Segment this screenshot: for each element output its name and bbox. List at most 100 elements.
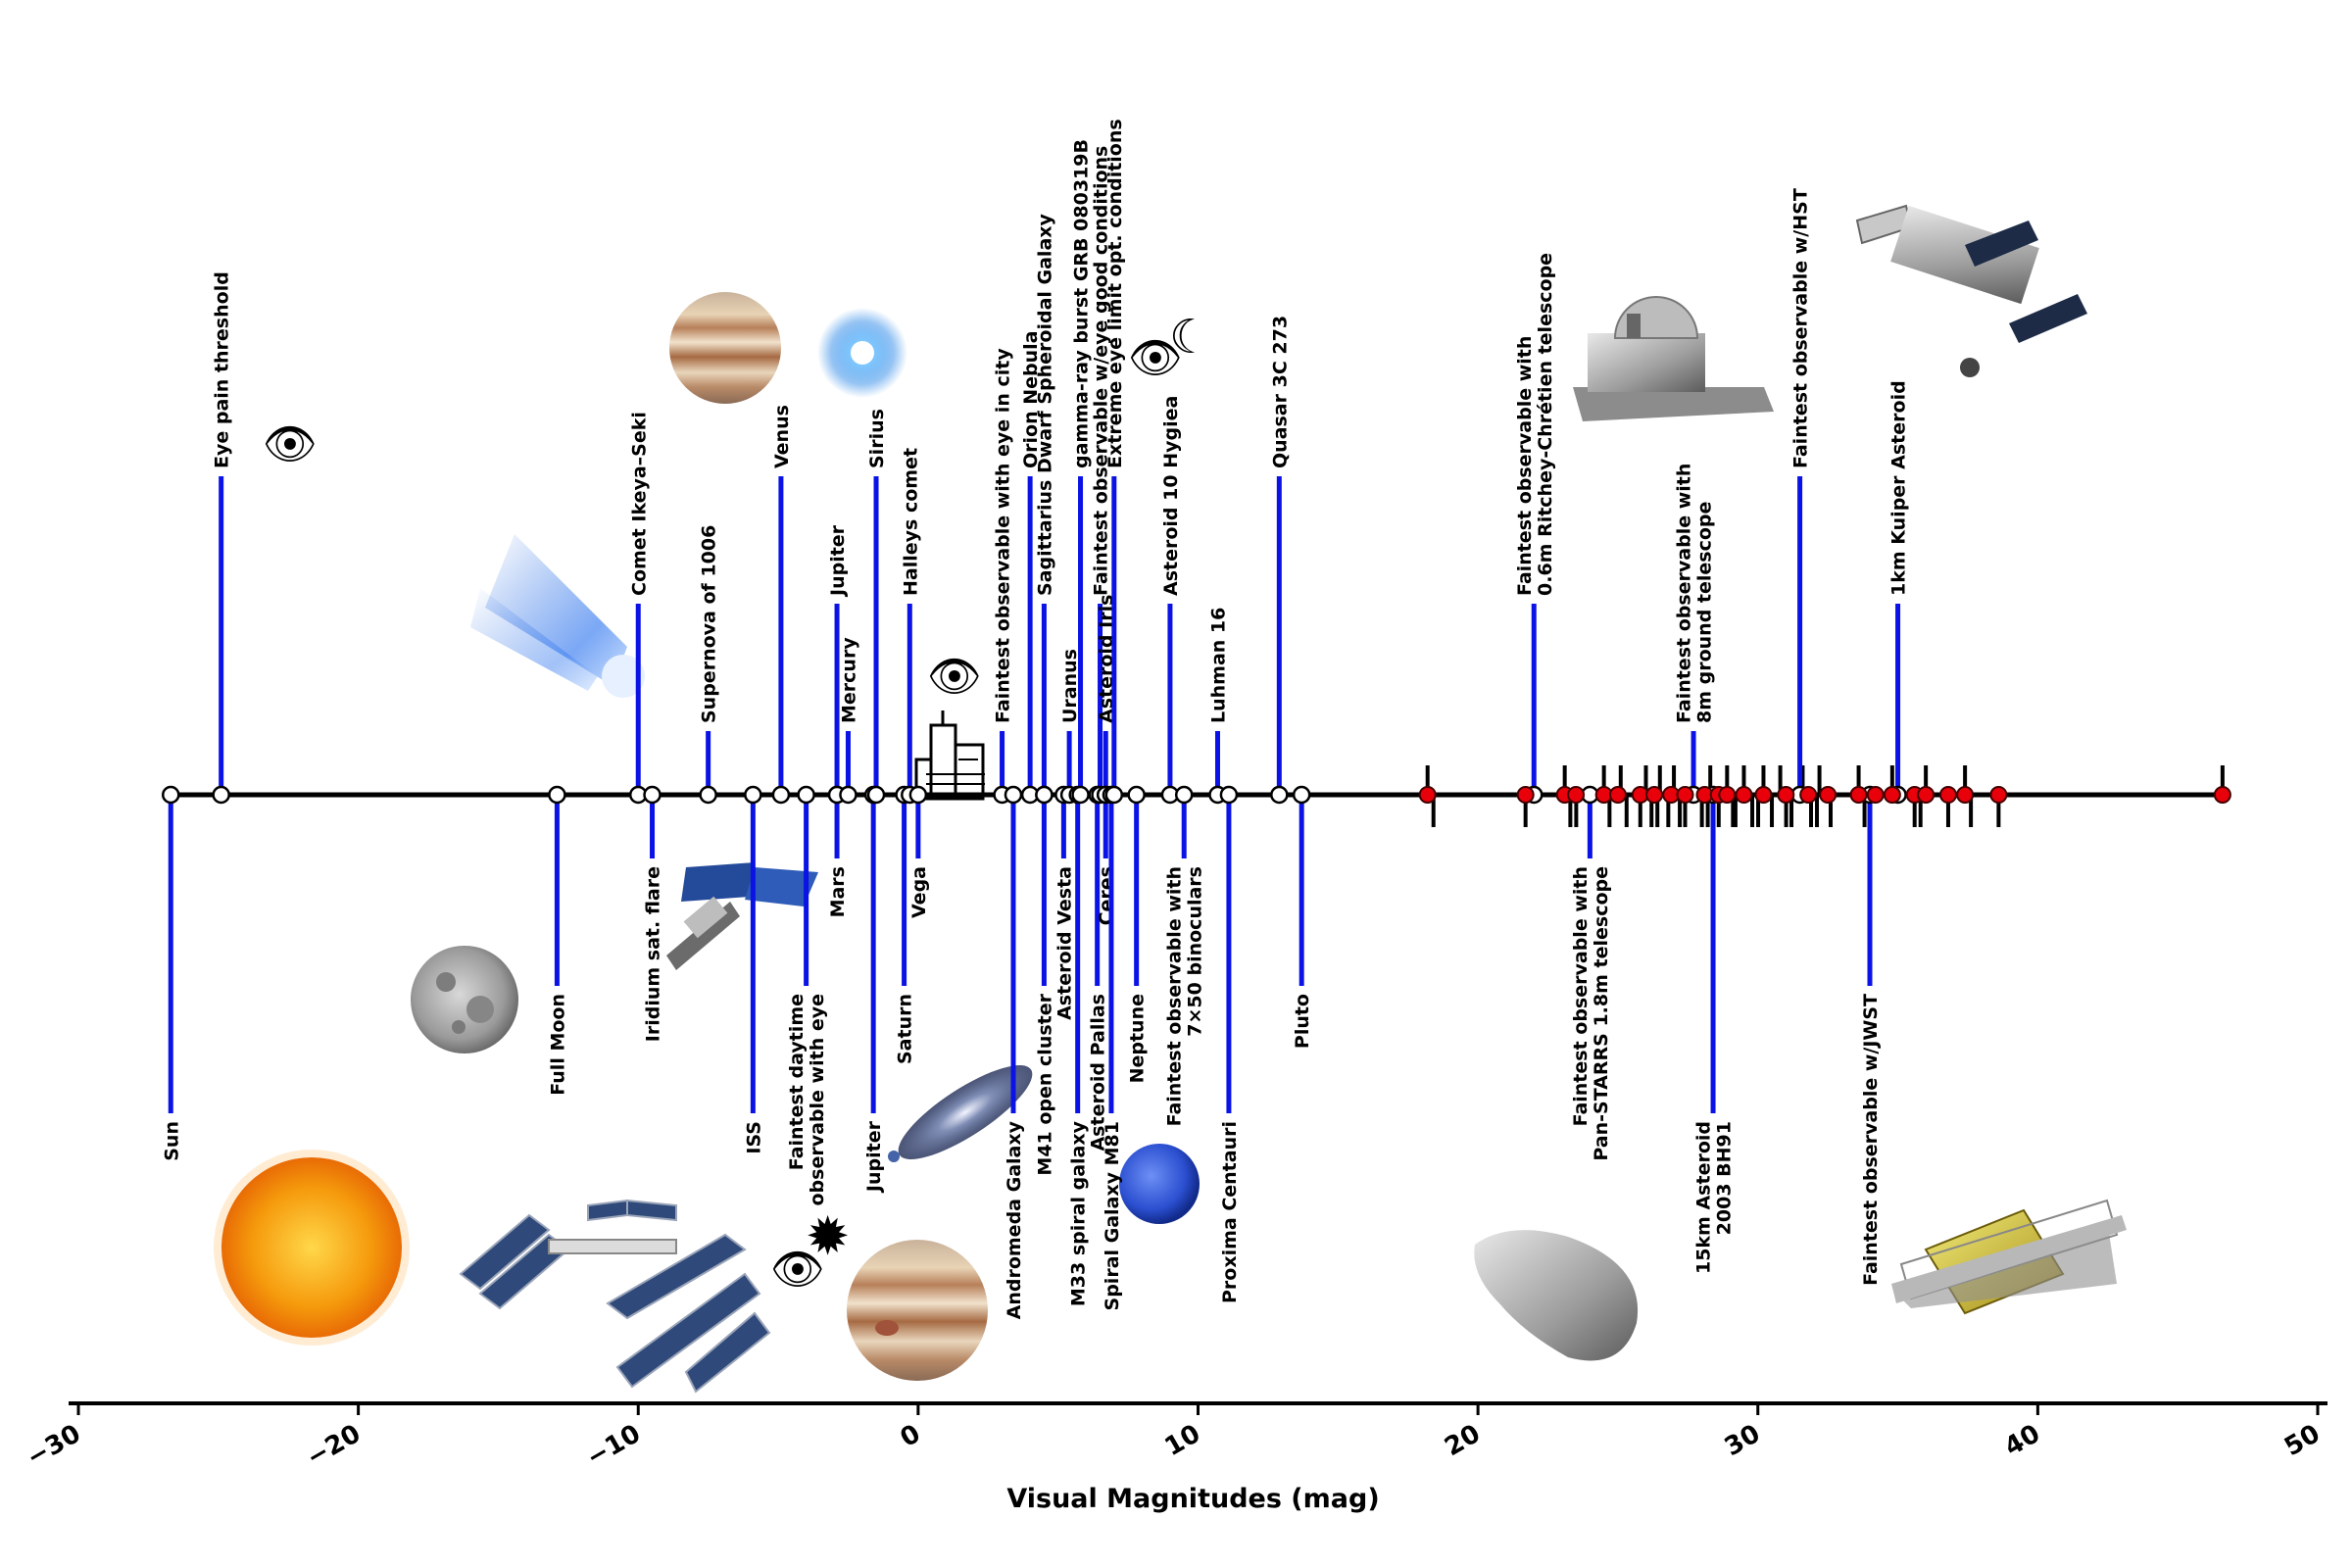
faint-object-marker xyxy=(1849,786,1868,804)
object-label-text: Faintest observable with xyxy=(1674,464,1695,723)
eye-icon: 👁 xyxy=(770,1245,825,1295)
object-label-text: Venus xyxy=(771,405,793,468)
eye-icon: 👁 xyxy=(263,419,318,469)
object-label: M41 open cluster xyxy=(1034,993,1055,1175)
object-label-text: Saturn xyxy=(895,994,916,1064)
object-label-text: Spiral Galaxy M81 xyxy=(1102,1121,1123,1310)
object-label: Neptune xyxy=(1127,994,1149,1083)
moon-image xyxy=(411,946,518,1054)
faint-object-marker xyxy=(1956,786,1975,804)
object-marker xyxy=(162,785,180,805)
faint-object-marker xyxy=(2213,786,2231,804)
object-label-text: M33 spiral galaxy xyxy=(1068,1120,1090,1306)
object-label: Asteroid Pallas xyxy=(1088,994,1109,1152)
object-label: Proxima Centauri xyxy=(1219,1121,1241,1303)
jupiter-image-bottom xyxy=(847,1240,988,1381)
faint-object-marker xyxy=(1819,786,1838,804)
object-label: Sagittarius Dwarf Spheroidal Galaxy xyxy=(1034,213,1055,596)
object-label: Faintest observable with 7×50 binoculars xyxy=(1164,866,1206,1126)
object-label-text: 0.6m Ritchey-Chrétien telescope xyxy=(1535,253,1556,596)
object-label: Extreme eye limit opt. conditions xyxy=(1104,119,1126,468)
object-label: Orion Nebula xyxy=(1020,331,1042,468)
faint-object-marker xyxy=(1418,786,1437,804)
sirius-image xyxy=(817,308,907,398)
object-label-text: Faintest observable with eye in city xyxy=(993,348,1014,723)
andromeda-galaxy-image xyxy=(888,1065,1033,1162)
object-label: ISS xyxy=(743,1121,764,1154)
faint-object-marker xyxy=(1735,786,1753,804)
jupiter-image-top xyxy=(669,292,781,404)
object-label-text: 2003 BH91 xyxy=(1714,1121,1736,1235)
object-label: Saturn xyxy=(895,994,916,1064)
object-label: Mercury xyxy=(838,637,859,723)
x-tick-label: −20 xyxy=(302,1419,366,1473)
object-marker xyxy=(1174,785,1194,805)
object-label-text: Jupiter xyxy=(827,524,849,598)
object-label-text: Uranus xyxy=(1059,649,1081,723)
timeline-layer: Sun Eye pain threshold Full Moon Comet Ikey… xyxy=(161,119,2231,1319)
object-label-text: Faintest observable with xyxy=(1514,336,1536,596)
object-label: gamma-ray burst GRB 080319B xyxy=(1071,139,1093,468)
object-label: Ceres xyxy=(1096,866,1117,925)
object-label-text: Jupiter xyxy=(863,1120,885,1194)
object-label: Supernova of 1006 xyxy=(699,525,720,723)
object-label-text: ISS xyxy=(743,1121,764,1154)
city-silhouette-image xyxy=(914,710,985,801)
faint-object-marker xyxy=(1938,786,1957,804)
object-marker xyxy=(1127,785,1146,805)
object-label-text: Vega xyxy=(908,866,930,918)
x-axis: −30 −20 −10 0 10 20 30 40 50 Visual Magnitudes (m… xyxy=(22,1401,2328,1514)
object-label-text: Pluto xyxy=(1292,994,1313,1049)
object-label-text: Asteroid 10 Hygiea xyxy=(1160,396,1182,596)
comet-image xyxy=(470,534,645,698)
x-tick-label: 10 xyxy=(1160,1419,1205,1462)
faint-object-marker xyxy=(1866,786,1885,804)
object-label-text: Asteroid Vesta xyxy=(1054,866,1075,1020)
object-label: Faintest observable with 0.6m Ritchey-Chr… xyxy=(1514,253,1556,596)
faint-object-marker xyxy=(1799,786,1818,804)
x-tick-label: 50 xyxy=(2279,1419,2325,1462)
observatory-image xyxy=(1573,296,1774,421)
object-label: Sirius xyxy=(866,409,888,468)
object-label: Andromeda Galaxy xyxy=(1004,1120,1025,1319)
object-label: Venus xyxy=(771,405,793,468)
x-tick-label: 30 xyxy=(1720,1419,1765,1462)
object-label: Faintest observable w/JWST xyxy=(1860,994,1882,1286)
object-label: Halleys comet xyxy=(900,448,921,596)
object-label: Uranus xyxy=(1059,649,1081,723)
object-label-text: Mercury xyxy=(838,637,859,723)
object-label: Mars xyxy=(827,866,849,917)
object-label: Full Moon xyxy=(547,994,568,1096)
object-label: 15km Asteroid 2003 BH91 xyxy=(1693,1121,1736,1274)
object-label: Vega xyxy=(908,866,930,918)
object-label-text: observable with eye xyxy=(807,994,828,1206)
object-label: Sun xyxy=(161,1121,182,1161)
object-label: Jupiter xyxy=(863,1120,885,1194)
object-label: Faintest observable with Pan-STARRS 1.8m … xyxy=(1570,866,1612,1161)
object-label: Asteroid Vesta xyxy=(1054,866,1075,1020)
sun-image xyxy=(214,1150,410,1346)
eye-icon: 👁 xyxy=(1128,333,1183,383)
object-marker xyxy=(1292,785,1311,805)
object-marker xyxy=(771,785,791,805)
x-axis-title: Visual Magnitudes (mag) xyxy=(1006,1484,1379,1514)
object-label: M33 spiral galaxy xyxy=(1068,1120,1090,1306)
object-marker xyxy=(744,785,762,805)
object-label-text: 15km Asteroid xyxy=(1693,1121,1715,1274)
faint-object-marker xyxy=(1608,786,1627,804)
object-marker xyxy=(1270,785,1289,805)
object-label-text: 1km Kuiper Asteroid xyxy=(1888,380,1910,596)
neptune-image xyxy=(1119,1144,1200,1224)
asteroid-image xyxy=(1474,1230,1639,1361)
object-label-text: Faintest observable with xyxy=(1164,866,1186,1126)
faint-object-marker xyxy=(1777,786,1795,804)
object-marker xyxy=(699,785,717,805)
object-label: Faintest observable w/eye good condition… xyxy=(1091,146,1112,596)
object-label-text: Full Moon xyxy=(547,994,568,1096)
object-label-text: Extreme eye limit opt. conditions xyxy=(1104,119,1126,468)
x-tick-label: −30 xyxy=(22,1419,85,1473)
faint-object-marker xyxy=(1754,786,1773,804)
object-marker xyxy=(548,785,566,805)
object-label: Eye pain threshold xyxy=(212,271,233,468)
